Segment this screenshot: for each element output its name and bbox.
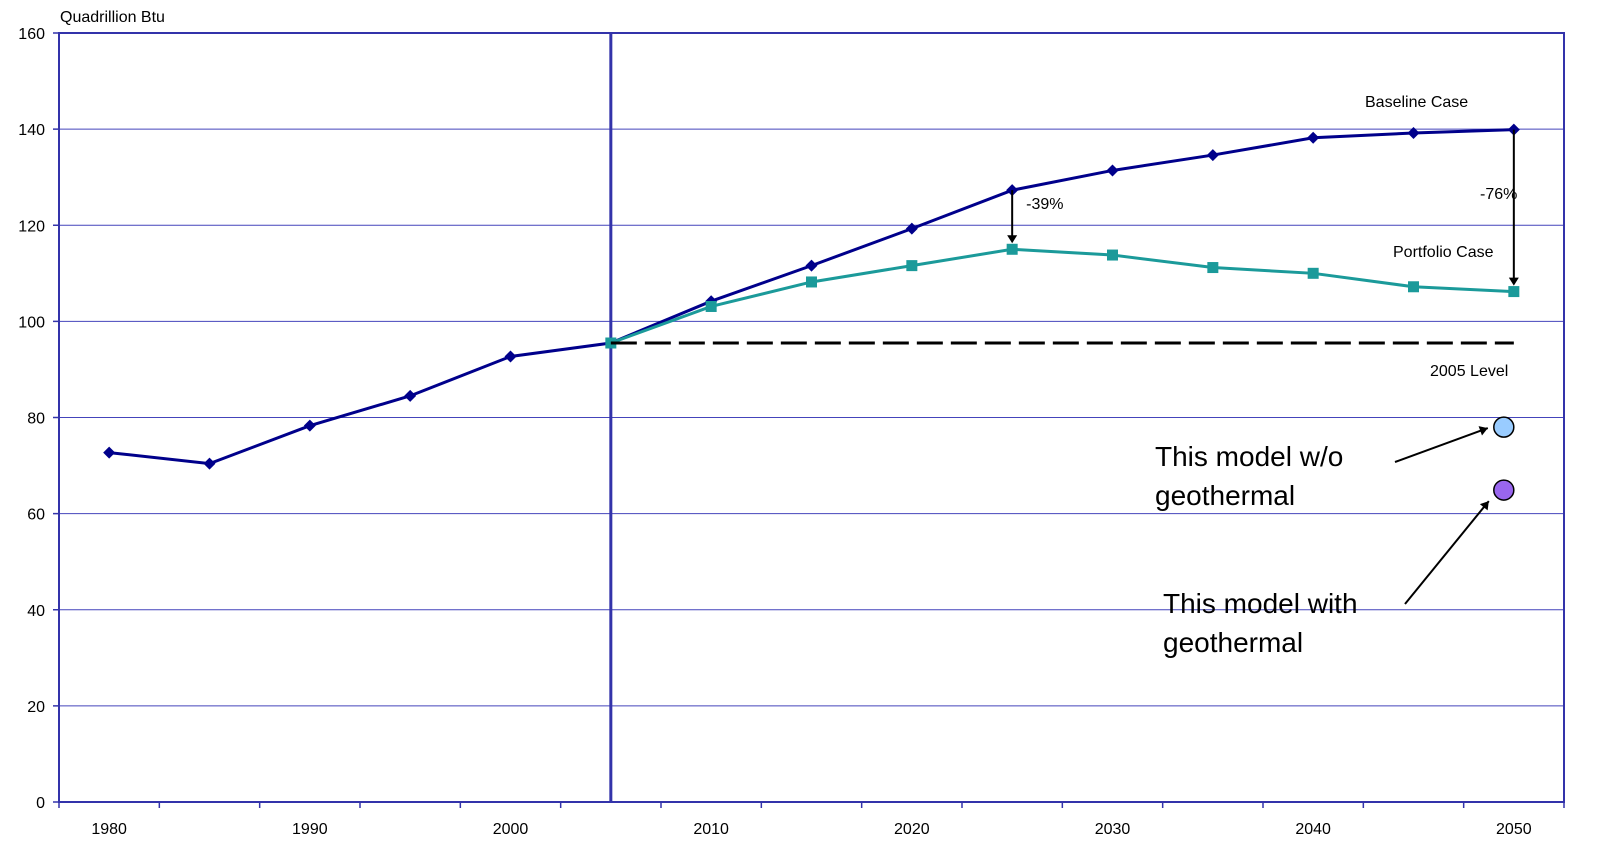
x-tick-label: 1980: [91, 821, 127, 838]
pointer-arrowhead-with-geothermal: [1479, 501, 1489, 511]
data-point-baseline-case: [303, 419, 316, 432]
annotation-76pct: -76%: [1480, 186, 1517, 203]
data-point-baseline-case: [404, 389, 417, 402]
x-tick-label: 1990: [292, 821, 328, 838]
data-point-baseline-case: [905, 222, 918, 235]
data-point-portfolio-case: [806, 276, 817, 288]
data-point-portfolio-case: [1508, 286, 1520, 298]
x-tick-label: 2030: [1095, 821, 1131, 838]
data-point-model-with-geothermal: [1493, 479, 1515, 501]
gridlines: [59, 128, 1564, 707]
x-tick-label: 2000: [493, 821, 529, 838]
y-tick-label: 0: [36, 795, 45, 812]
x-axis-ticks: 1980 1990 2000 2010 2020 2030 2040 2050: [58, 802, 1565, 838]
data-point-baseline-case: [103, 446, 116, 459]
data-point-baseline-case: [805, 259, 818, 272]
label-model-without-geothermal-line1: This model w/o: [1155, 441, 1343, 472]
arrowhead-39pct: [1007, 235, 1018, 244]
x-tick-label: 2050: [1496, 821, 1532, 838]
data-point-portfolio-case: [1408, 281, 1419, 293]
x-tick-label: 2040: [1295, 821, 1331, 838]
y-tick-label: 40: [27, 603, 45, 620]
y-tick-label: 140: [18, 122, 45, 139]
y-axis-title: Quadrillion Btu: [60, 9, 165, 26]
arrowhead-76pct: [1508, 277, 1519, 286]
data-point-portfolio-case: [1107, 249, 1118, 261]
y-tick-label: 80: [27, 411, 45, 428]
y-tick-label: 100: [18, 314, 45, 331]
y-tick-label: 60: [27, 507, 45, 524]
series-group: [103, 123, 1520, 470]
data-point-portfolio-case: [906, 260, 918, 272]
series-label-baseline: Baseline Case: [1365, 94, 1468, 111]
data-point-baseline-case: [1106, 164, 1119, 177]
data-point-baseline-case: [504, 350, 517, 363]
y-tick-label: 160: [18, 26, 45, 43]
annotation-39pct: -39%: [1026, 196, 1063, 213]
data-point-model-without-geothermal: [1493, 416, 1515, 438]
data-point-baseline-case: [1307, 131, 1320, 144]
series-line-baseline-case: [109, 128, 1514, 466]
model-points-group: This model w/o geothermal This model wit…: [1155, 416, 1515, 658]
x-tick-label: 2010: [693, 821, 729, 838]
y-axis-ticks: 0 20 40 60 80 100 120 140 160: [18, 26, 59, 812]
data-point-baseline-case: [203, 457, 216, 470]
label-model-without-geothermal-line2: geothermal: [1155, 480, 1295, 511]
y-tick-label: 20: [27, 699, 45, 716]
label-model-with-geothermal-line1: This model with: [1163, 588, 1358, 619]
pointer-arrow-with-geothermal: [1404, 500, 1490, 605]
series-label-2005-level: 2005 Level: [1430, 363, 1508, 380]
x-tick-label: 2020: [894, 821, 930, 838]
y-tick-label: 120: [18, 218, 45, 235]
series-label-portfolio: Portfolio Case: [1393, 244, 1494, 261]
pointer-arrow-without-geothermal: [1394, 427, 1489, 463]
series-line-portfolio-case: [610, 247, 1514, 345]
data-point-portfolio-case: [1307, 267, 1319, 279]
plot-area-frame: [58, 32, 1565, 803]
annotation-group: -39% -76%: [1007, 129, 1519, 286]
data-point-baseline-case: [1407, 126, 1420, 139]
pointer-arrowhead-without-geothermal: [1478, 426, 1488, 436]
data-point-baseline-case: [1206, 149, 1219, 162]
data-point-portfolio-case: [1006, 243, 1018, 255]
data-point-portfolio-case: [705, 300, 717, 312]
label-model-with-geothermal-line2: geothermal: [1163, 627, 1303, 658]
data-point-portfolio-case: [1207, 262, 1219, 274]
